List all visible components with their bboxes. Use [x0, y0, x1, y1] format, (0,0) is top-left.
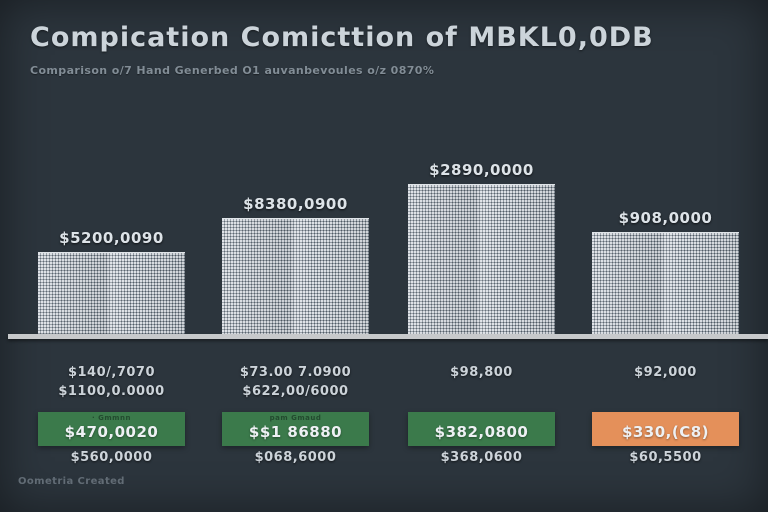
value-line: $73.00 7.0900: [239, 365, 352, 380]
value-line: $622,00/6000: [242, 384, 349, 399]
below-box-value-3: $368,0600: [440, 450, 523, 465]
bar-column-2: $8380,0900: [222, 118, 369, 334]
value-line: $92,000: [634, 365, 697, 380]
page-title: Compication Comicttion of MBKL0,0DB: [30, 22, 654, 53]
value-stack-4: $92,000: [592, 363, 739, 382]
footer-caption: Oometria Created: [18, 476, 125, 487]
value-stack-3: $98,800: [408, 363, 555, 382]
page-subtitle: Comparison o/7 Hand Generbed O1 auvanbev…: [30, 64, 435, 77]
box-value: $$1 86880: [248, 423, 343, 441]
bar-value-label: $908,0000: [618, 209, 713, 227]
highlight-box-green-3: $382,0800: [408, 412, 555, 446]
value-stack-2: $73.00 7.0900 $622,00/6000: [222, 363, 369, 401]
box-value: $470,0020: [64, 423, 159, 441]
highlight-box-orange: $330,(C8): [592, 412, 739, 446]
bar: [592, 232, 739, 334]
bar-column-1: $5200,0090: [38, 118, 185, 334]
bar-value-label: $5200,0090: [59, 229, 164, 247]
highlight-box-green-1: · Gmmnn $470,0020: [38, 412, 185, 446]
bar-column-4: $908,0000: [592, 118, 739, 334]
below-box-value-4: $60,5500: [629, 450, 702, 465]
box-value: $330,(C8): [621, 423, 710, 441]
below-box-value-1: $560,0000: [70, 450, 153, 465]
box-value: $382,0800: [434, 423, 529, 441]
bar-value-label: $8380,0900: [243, 195, 348, 213]
bar-value-label: $2890,0000: [429, 161, 534, 179]
bar-column-3: $2890,0000: [408, 118, 555, 334]
bar: [408, 184, 555, 334]
bar: [38, 252, 185, 334]
value-stack-1: $140/,7070 $1100,0.0000: [38, 363, 185, 401]
box-tiny-label: · Gmmnn: [92, 414, 131, 422]
baseline-axis: [8, 334, 768, 339]
value-line: $140/,7070: [67, 365, 156, 380]
box-tiny-label: pam Gmaud: [269, 414, 322, 422]
value-line: $98,800: [450, 365, 513, 380]
highlight-box-green-2: pam Gmaud $$1 86880: [222, 412, 369, 446]
below-box-value-2: $068,6000: [254, 450, 337, 465]
value-line: $1100,0.0000: [58, 384, 165, 399]
bar: [222, 218, 369, 334]
